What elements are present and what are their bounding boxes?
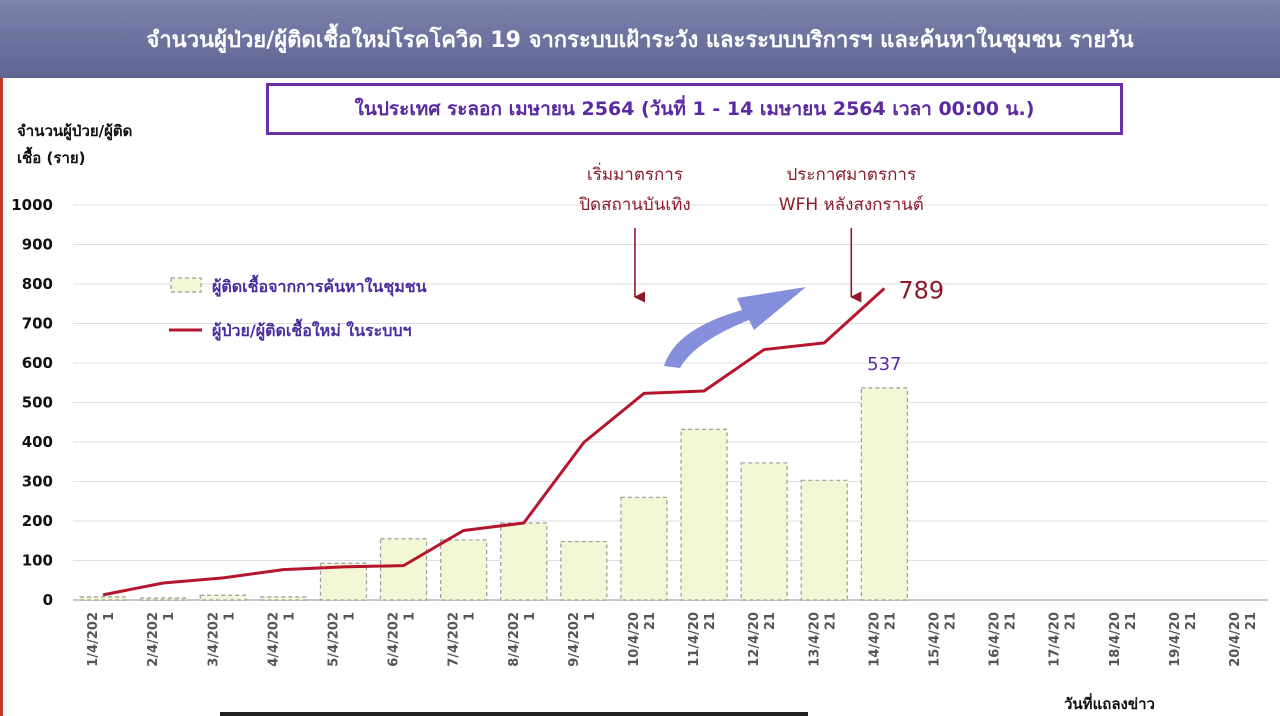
legend: ผู้ติดเชื้อจากการค้นหาในชุมชนผู้ป่วย/ผู้…: [169, 274, 427, 342]
subtitle-text: ในประเทศ ระลอก เมษายน 2564 (วันที่ 1 - 1…: [354, 98, 1035, 120]
x-tick-label: 4/4/2021: [266, 612, 297, 667]
x-tick-label: 17/4/2021: [1048, 612, 1079, 667]
bar: [379, 538, 428, 601]
subtitle-box: ในประเทศ ระลอก เมษายน 2564 (วันที่ 1 - 1…: [266, 83, 1123, 135]
x-tick-label: 11/4/2021: [687, 612, 718, 667]
title-bar: จำนวนผู้ป่วย/ผู้ติดเชื้อใหม่โรคโควิด 19 …: [0, 0, 1280, 78]
y-axis-title: เชื้อ (ราย): [17, 146, 86, 167]
x-tick-label: 1/4/2021: [86, 612, 117, 667]
x-tick-label: 9/4/2021: [567, 612, 598, 667]
axis-labels: จำนวนผู้ป่วย/ผู้ติดเชื้อ (ราย) วันที่แถลง…: [17, 122, 1155, 713]
x-tick-label: 12/4/2021: [747, 612, 778, 667]
y-tick-label: 900: [22, 236, 53, 254]
annotation-text: เริ่มมาตรการ: [587, 162, 683, 185]
x-tick-label: 18/4/2021: [1108, 612, 1139, 667]
x-axis-title: วันที่แถลงข่าว: [1064, 693, 1155, 713]
grid-lines: [73, 204, 1268, 601]
x-tick-label: 3/4/2021: [206, 612, 237, 667]
y-tick-label: 100: [22, 552, 53, 570]
y-tick-label: 300: [22, 473, 53, 491]
bar: [740, 462, 788, 601]
series-line: [102, 287, 886, 597]
bar: [560, 540, 608, 601]
y-axis-title: จำนวนผู้ป่วย/ผู้ติด: [17, 122, 132, 141]
bar: [79, 596, 127, 601]
bar: [319, 562, 368, 601]
x-axis-ticks: 1/4/2021 2/4/2021 3/4/2021 4/4/2021 5/4/2021…: [86, 612, 1259, 667]
bar: [440, 539, 488, 601]
x-tick-label: 10/4/2021: [627, 612, 658, 667]
bar: [860, 387, 908, 601]
bottom-strip: [220, 712, 808, 716]
annotation-text: WFH หลังสงกรานต์: [779, 195, 924, 215]
y-tick-label: 800: [22, 275, 53, 293]
y-tick-label: 700: [22, 315, 53, 333]
bar: [680, 428, 728, 601]
data-label-line-value: 789: [898, 276, 944, 304]
bar: [500, 522, 548, 601]
annotation-text: ปิดสถานบันเทิง: [578, 195, 690, 215]
bar: [139, 597, 187, 601]
x-tick-label: 13/4/2021: [807, 612, 838, 667]
trend-arrow-icon: [664, 287, 806, 368]
y-tick-label: 0: [43, 591, 53, 609]
bar: [620, 496, 668, 601]
x-tick-label: 14/4/2021: [867, 612, 898, 667]
bar: [800, 479, 848, 601]
y-tick-label: 600: [22, 354, 53, 372]
line-series-new-cases: [102, 287, 886, 597]
bar-series-community-search: [79, 387, 908, 601]
legend-label-line: ผู้ป่วย/ผู้ติดเชื้อใหม่ ในระบบฯ: [212, 318, 412, 342]
x-tick-label: 2/4/2021: [146, 612, 177, 667]
y-tick-label: 400: [22, 433, 53, 451]
page-title: จำนวนผู้ป่วย/ผู้ติดเชื้อใหม่โรคโควิด 19 …: [146, 27, 1134, 53]
data-labels: 789 537: [867, 276, 944, 375]
x-tick-label: 19/4/2021: [1168, 612, 1199, 667]
x-tick-label: 7/4/2021: [447, 612, 478, 667]
x-tick-label: 8/4/2021: [507, 612, 538, 667]
x-tick-label: 5/4/2021: [326, 612, 357, 667]
y-tick-label: 1000: [11, 196, 53, 214]
legend-label-bar: ผู้ติดเชื้อจากการค้นหาในชุมชน: [212, 274, 427, 298]
data-label-bar-value: 537: [867, 354, 901, 375]
x-tick-label: 15/4/2021: [927, 612, 958, 667]
y-axis-ticks: 0 100 200 300 400 500 600 700 800 900 1000: [11, 196, 53, 609]
legend-swatch-bar: [170, 277, 202, 293]
bar: [199, 594, 247, 601]
x-tick-label: 20/4/2021: [1228, 612, 1259, 667]
trend-arrow: [664, 287, 806, 368]
y-tick-label: 500: [22, 394, 53, 412]
left-accent-rule: [0, 78, 3, 716]
annotation-text: ประกาศมาตรการ: [787, 165, 917, 185]
bar: [259, 596, 307, 601]
x-tick-label: 6/4/2021: [387, 612, 418, 667]
x-tick-label: 16/4/2021: [988, 612, 1019, 667]
y-tick-label: 200: [22, 512, 53, 530]
